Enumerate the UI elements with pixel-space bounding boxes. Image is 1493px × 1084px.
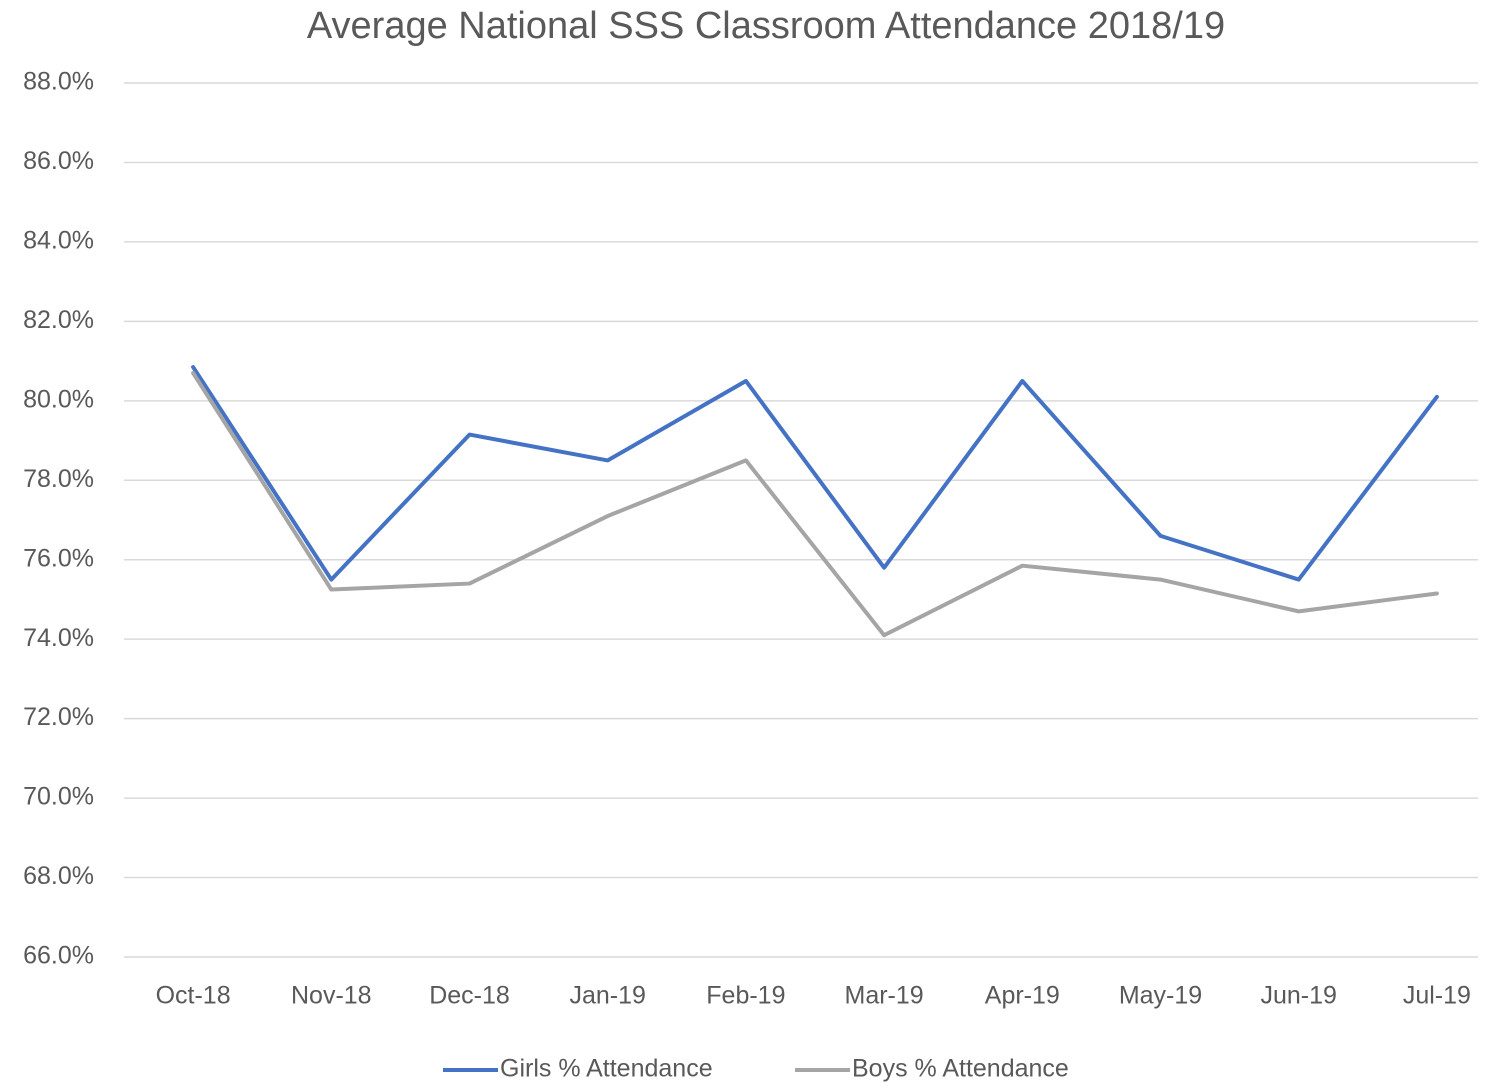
y-tick-label: 66.0% [23,942,94,970]
y-tick-label: 82.0% [23,306,94,334]
x-tick-label: Dec-18 [429,982,510,1010]
legend-label: Girls % Attendance [500,1055,713,1083]
x-tick-label: May-19 [1119,982,1202,1010]
x-tick-label: Mar-19 [845,982,924,1010]
x-tick-label: Jul-19 [1403,982,1471,1010]
y-tick-label: 84.0% [23,227,94,255]
y-tick-label: 86.0% [23,147,94,175]
y-tick-label: 68.0% [23,862,94,890]
x-tick-label: Oct-18 [156,982,231,1010]
legend-label: Boys % Attendance [852,1055,1069,1083]
y-tick-label: 88.0% [23,68,94,96]
x-tick-label: Apr-19 [985,982,1060,1010]
y-tick-label: 78.0% [23,465,94,493]
series-line [191,371,1439,638]
x-tick-label: Jan-19 [569,982,645,1010]
series-line [191,365,1439,582]
y-tick-label: 74.0% [23,624,94,652]
y-tick-label: 72.0% [23,703,94,731]
y-tick-label: 80.0% [23,385,94,413]
x-tick-label: Feb-19 [706,982,785,1010]
chart-title: Average National SSS Classroom Attendanc… [307,5,1225,47]
x-tick-label: Jun-19 [1260,982,1336,1010]
y-tick-label: 70.0% [23,783,94,811]
y-tick-label: 76.0% [23,544,94,572]
x-tick-label: Nov-18 [291,982,372,1010]
